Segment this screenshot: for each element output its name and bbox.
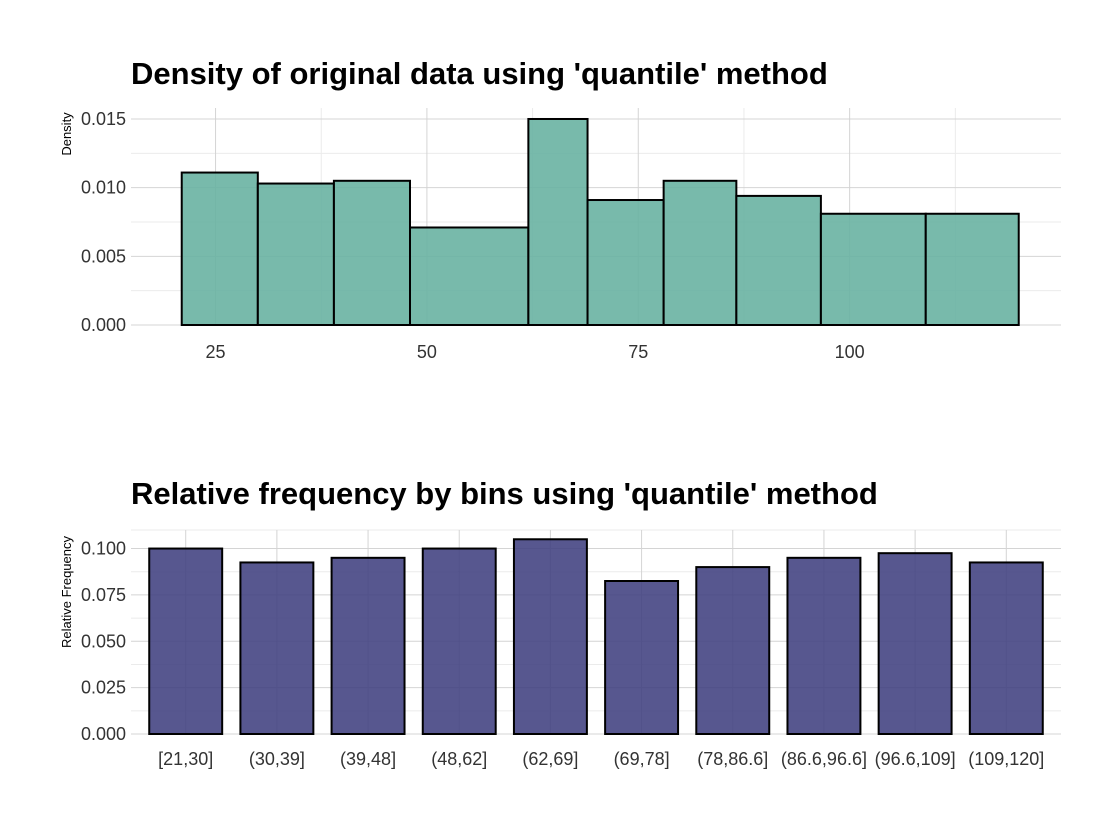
relfreq-tick-labels: 0.000 0.025 0.050 0.075 0.100 [21,30] (30,39] (… [81,539,1044,769]
density-y-axis-label: Density [59,112,74,156]
density-bars [180,117,1020,327]
density-bar [662,179,738,326]
relfreq-x-tick-label: (30,39] [249,749,305,769]
relfreq-y-tick-label: 0.050 [81,631,126,651]
density-bar [735,194,822,326]
relfreq-chart-title: Relative frequency by bins using 'quanti… [131,476,878,511]
relfreq-y-tick-label: 0.025 [81,678,126,698]
relfreq-bar [604,580,680,735]
relfreq-bar [421,547,497,736]
relfreq-bars [148,538,1044,736]
relfreq-bar [695,566,771,735]
density-y-tick-label: 0.000 [81,315,126,335]
relfreq-bar [877,552,953,735]
density-x-tick-label: 50 [417,342,437,362]
density-bar [180,171,259,326]
relfreq-x-tick-label: (39,48] [340,749,396,769]
density-bar [924,212,1020,326]
density-y-tick-label: 0.015 [81,109,126,129]
relfreq-y-tick-label: 0.000 [81,724,126,744]
density-histogram-panel: Density of original data using 'quantile… [59,56,1061,362]
relfreq-x-tick-label: (69,78] [614,749,670,769]
relfreq-bar [968,561,1044,735]
relfreq-bar [512,538,588,735]
density-bar [819,212,927,326]
density-x-tick-label: 25 [206,342,226,362]
relfreq-x-tick-label: (109,120] [968,749,1044,769]
density-bar [256,182,335,326]
density-y-tick-label: 0.005 [81,246,126,266]
density-bar [527,117,589,327]
relfreq-bar [148,547,224,736]
relfreq-bar [330,556,406,735]
density-bar [409,226,530,326]
relfreq-bar [239,561,315,735]
relfreq-bar [786,556,862,735]
relfreq-x-tick-label: [21,30] [158,749,213,769]
relfreq-x-tick-label: (96.6,109] [875,749,956,769]
relfreq-x-tick-label: (86.6,96.6] [781,749,867,769]
density-tick-labels: 0.000 0.005 0.010 0.015 25 50 75 100 [81,109,865,362]
relfreq-y-axis-label: Relative Frequency [59,536,74,648]
density-y-tick-label: 0.010 [81,178,126,198]
relfreq-y-tick-label: 0.100 [81,539,126,559]
density-chart-title: Density of original data using 'quantile… [131,56,828,91]
density-bar [332,179,411,326]
relfreq-x-tick-label: (62,69] [522,749,578,769]
relfreq-x-tick-label: (78,86.6] [697,749,768,769]
relative-frequency-panel: Relative frequency by bins using 'quanti… [59,476,1061,769]
relfreq-x-tick-label: (48,62] [431,749,487,769]
density-x-tick-label: 100 [835,342,865,362]
density-bar [586,199,665,326]
density-x-tick-label: 75 [628,342,648,362]
relfreq-y-tick-label: 0.075 [81,585,126,605]
